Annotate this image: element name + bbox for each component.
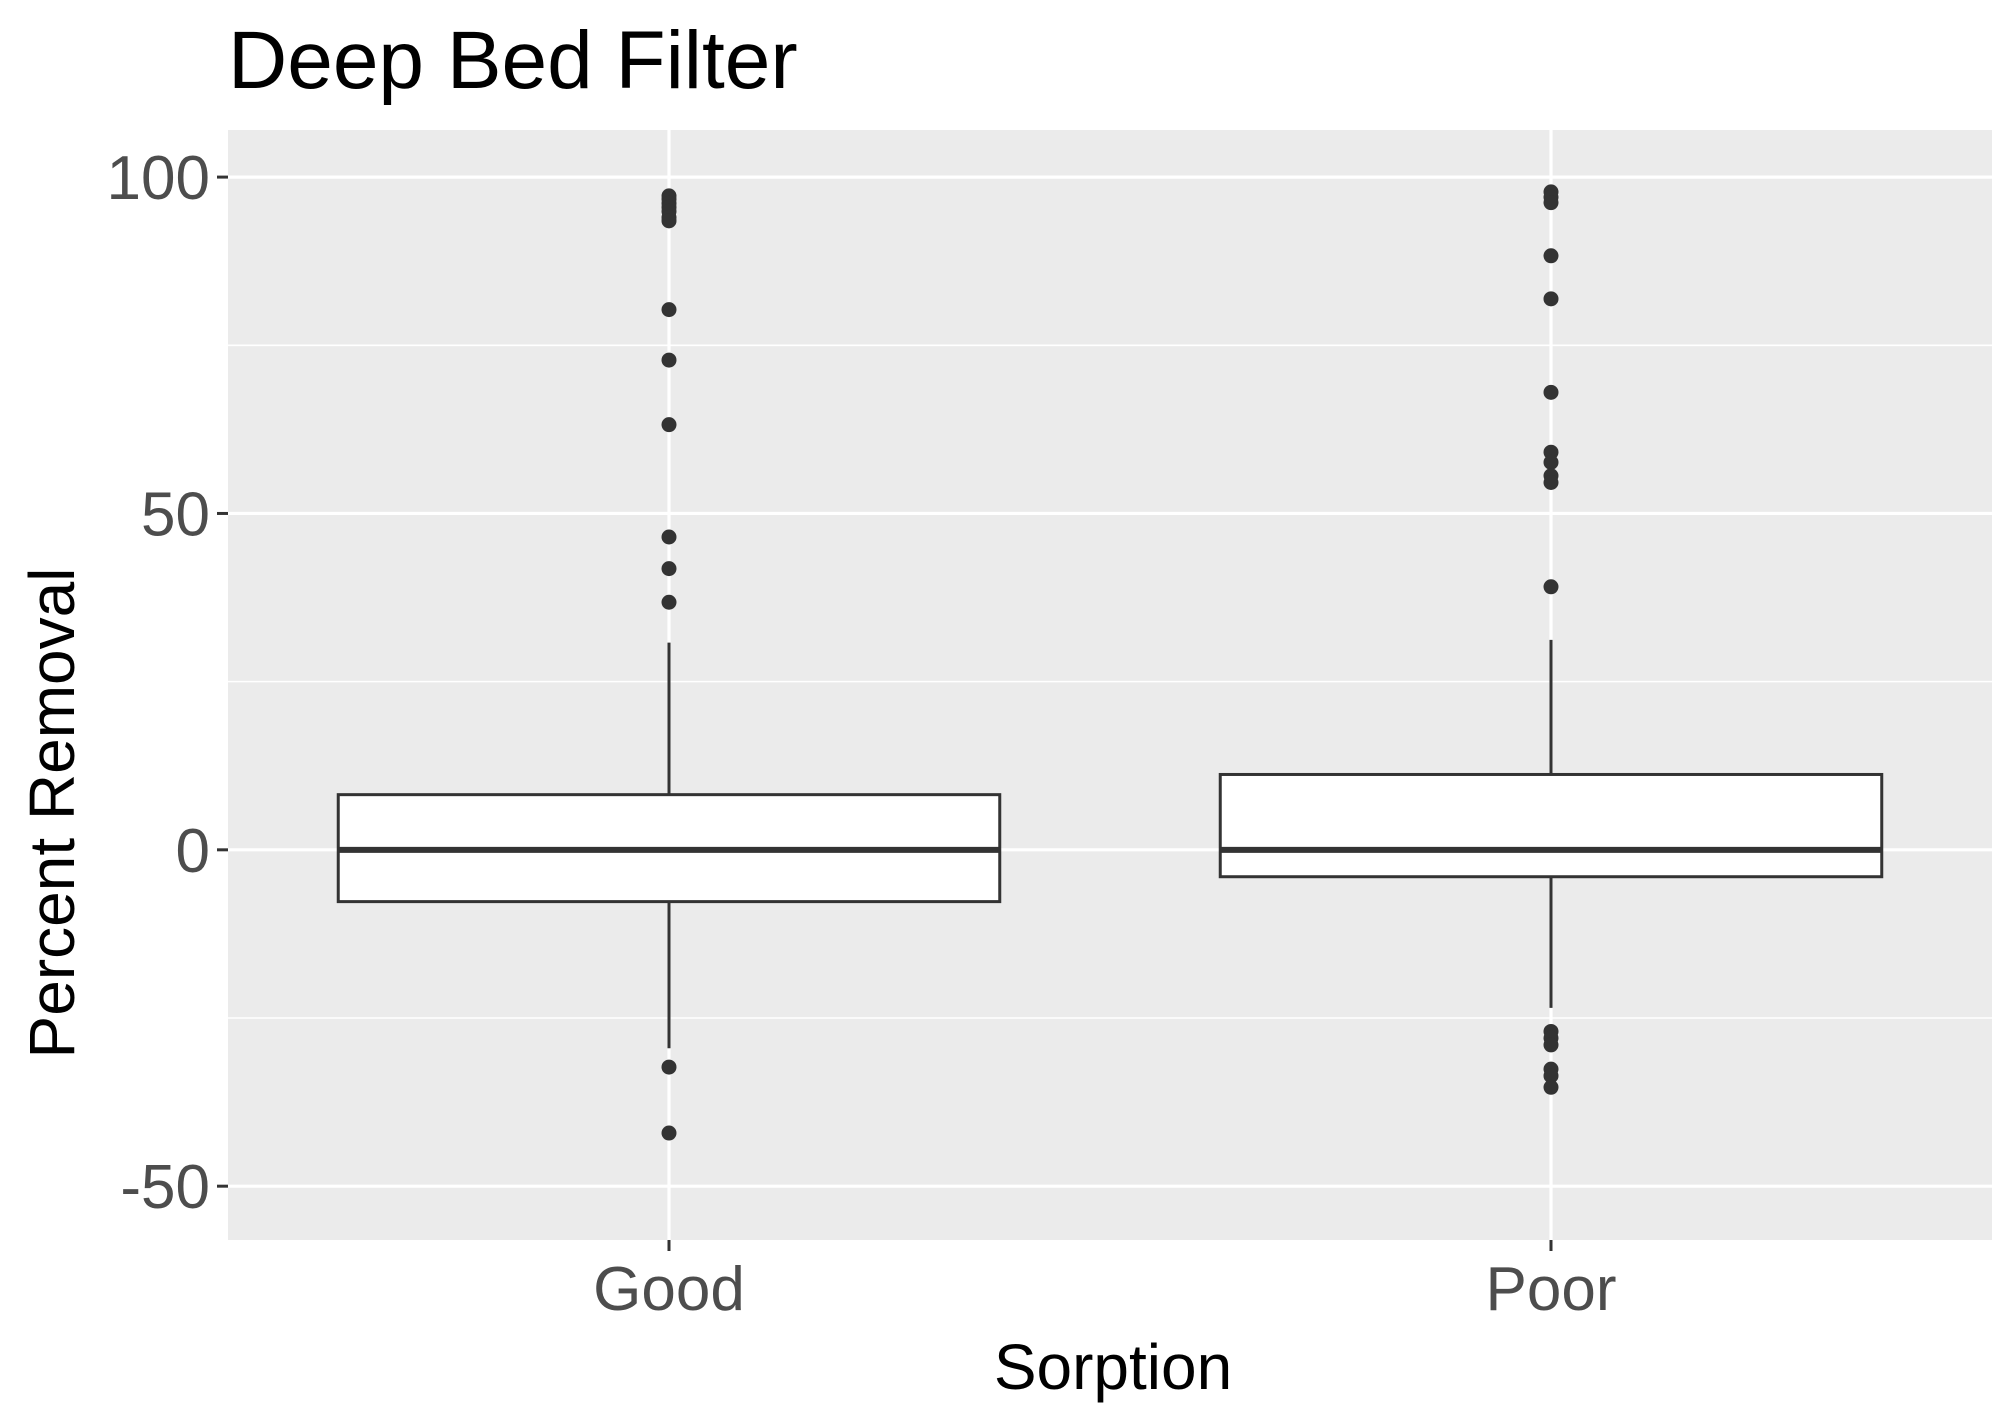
x-axis-title: Sorption <box>994 1331 1232 1403</box>
outlier-point <box>1543 291 1559 307</box>
box-group-poor <box>1218 184 1884 1095</box>
y-axis-title: Percent Removal <box>16 568 88 1059</box>
chart-title: Deep Bed Filter <box>228 15 798 106</box>
outlier-point <box>1543 579 1559 595</box>
x-tick-label: Poor <box>1486 1255 1617 1324</box>
outlier-point <box>1543 1037 1559 1053</box>
plot-panel <box>228 130 1992 1240</box>
box-iqr <box>1218 772 1884 879</box>
minor-grid <box>228 344 1992 1019</box>
outlier-point <box>1543 1079 1559 1095</box>
y-tick-label: -50 <box>120 1153 210 1222</box>
outlier-point <box>661 561 677 577</box>
outlier-point <box>1543 1068 1559 1084</box>
outlier-point <box>1543 454 1559 470</box>
outlier-point <box>661 594 677 610</box>
box-group-good <box>336 188 1002 1141</box>
outlier-point <box>661 1125 677 1141</box>
outlier-point <box>661 417 677 433</box>
outlier-point <box>661 302 677 318</box>
outlier-point <box>1543 384 1559 400</box>
y-tick-label: 0 <box>176 817 210 886</box>
outlier-point <box>1543 475 1559 491</box>
x-axis: Good Poor <box>593 1240 1616 1324</box>
outlier-point <box>661 213 677 229</box>
y-tick-label: 100 <box>107 144 210 213</box>
outlier-point <box>661 352 677 368</box>
outlier-point <box>661 1059 677 1075</box>
outlier-point <box>1543 195 1559 211</box>
outlier-point <box>661 529 677 545</box>
y-tick-label: 50 <box>141 480 210 549</box>
boxplot-series <box>336 184 1884 1141</box>
x-tick-label: Good <box>593 1255 745 1324</box>
y-axis: -50 0 50 100 <box>107 144 228 1222</box>
outlier-point <box>1543 248 1559 264</box>
